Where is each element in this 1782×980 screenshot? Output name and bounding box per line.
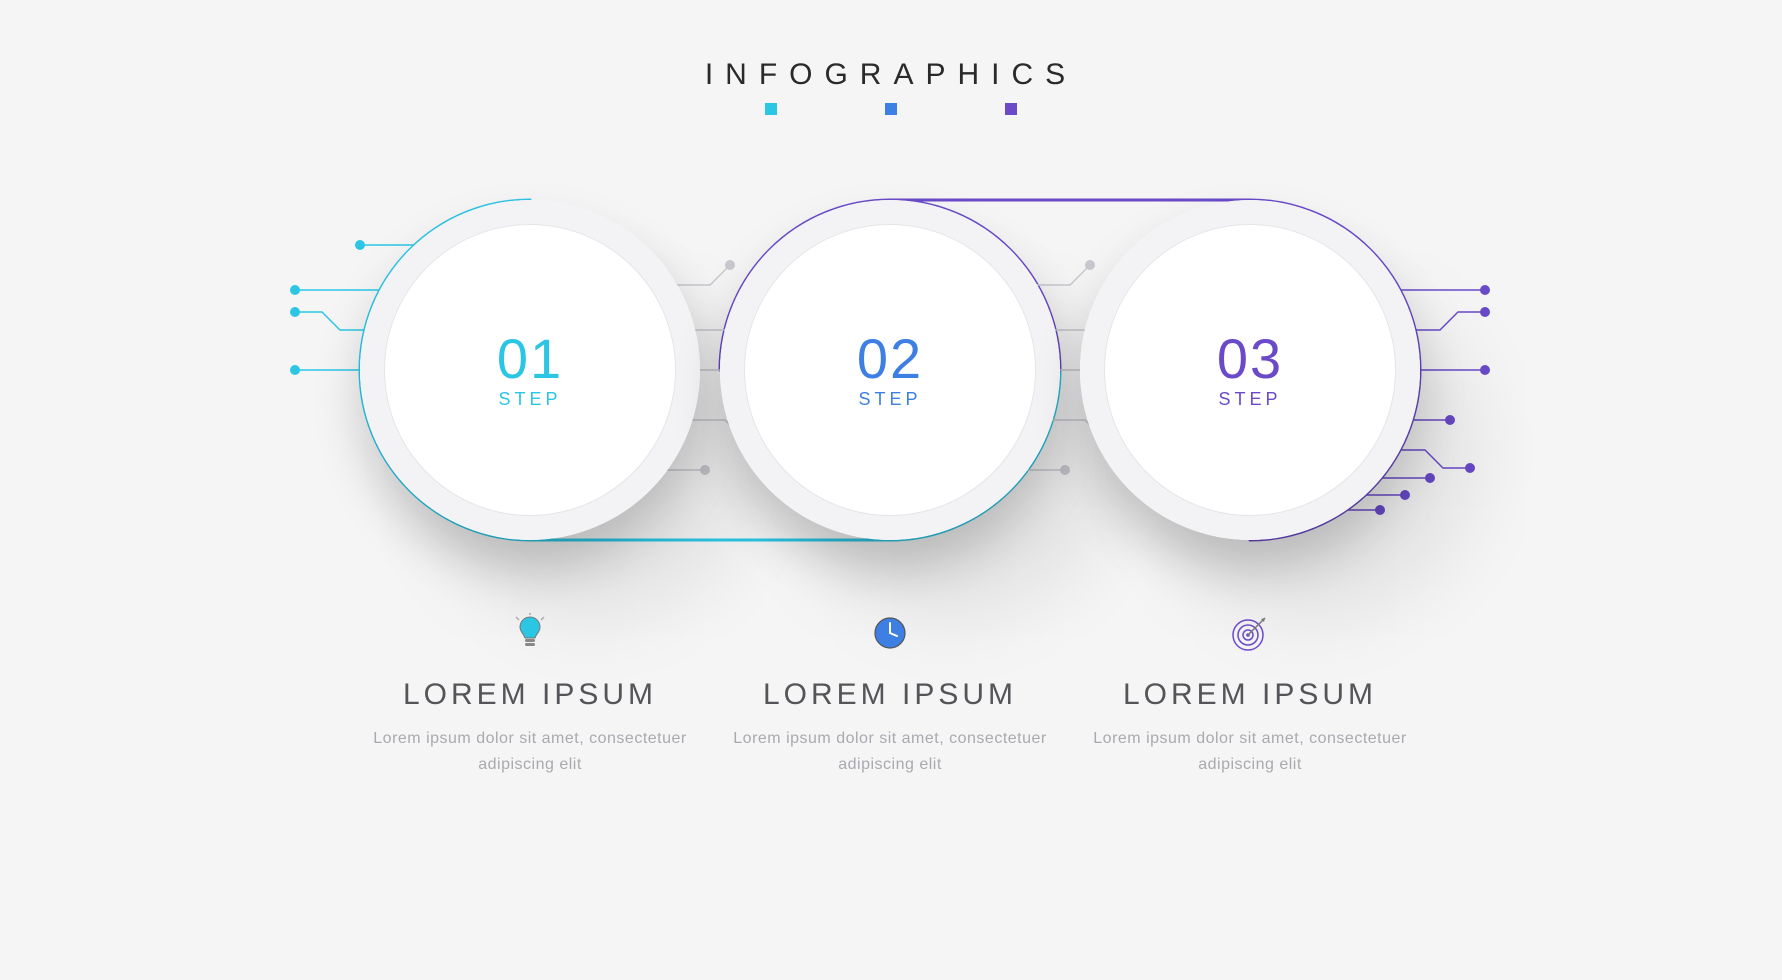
step-03-heading: LOREM IPSUM	[1070, 678, 1430, 712]
step-03-label: STEP	[1218, 389, 1281, 410]
step-02-heading: LOREM IPSUM	[710, 678, 1070, 712]
step-02-body: Lorem ipsum dolor sit amet, consectetuer…	[710, 726, 1070, 777]
target-icon	[1070, 610, 1430, 656]
step-block-03: LOREM IPSUM Lorem ipsum dolor sit amet, …	[1070, 610, 1430, 777]
step-circle-02: 02 STEP	[720, 200, 1060, 540]
step-circle-03-face: 03 STEP	[1104, 224, 1396, 516]
accent-square-2	[885, 103, 897, 115]
clock-icon	[710, 610, 1070, 656]
step-02-number: 02	[857, 331, 923, 387]
step-01-heading: LOREM IPSUM	[350, 678, 710, 712]
step-circle-03: 03 STEP	[1080, 200, 1420, 540]
step-01-label: STEP	[498, 389, 561, 410]
page-title: INFOGRAPHICS	[0, 58, 1782, 92]
step-circle-02-face: 02 STEP	[744, 224, 1036, 516]
step-block-01: LOREM IPSUM Lorem ipsum dolor sit amet, …	[350, 610, 710, 777]
accent-square-3	[1005, 103, 1017, 115]
step-circle-01-face: 01 STEP	[384, 224, 676, 516]
accent-square-1	[765, 103, 777, 115]
title-accent-dots	[0, 102, 1782, 120]
step-03-number: 03	[1217, 331, 1283, 387]
lightbulb-icon	[350, 610, 710, 656]
step-circle-01: 01 STEP	[360, 200, 700, 540]
step-03-body: Lorem ipsum dolor sit amet, consectetuer…	[1070, 726, 1430, 777]
infographic-stage: INFOGRAPHICS 01 STEP 02 STEP 03 STEP LOR…	[0, 0, 1782, 980]
step-01-number: 01	[497, 331, 563, 387]
step-02-label: STEP	[858, 389, 921, 410]
step-01-body: Lorem ipsum dolor sit amet, consectetuer…	[350, 726, 710, 777]
step-block-02: LOREM IPSUM Lorem ipsum dolor sit amet, …	[710, 610, 1070, 777]
